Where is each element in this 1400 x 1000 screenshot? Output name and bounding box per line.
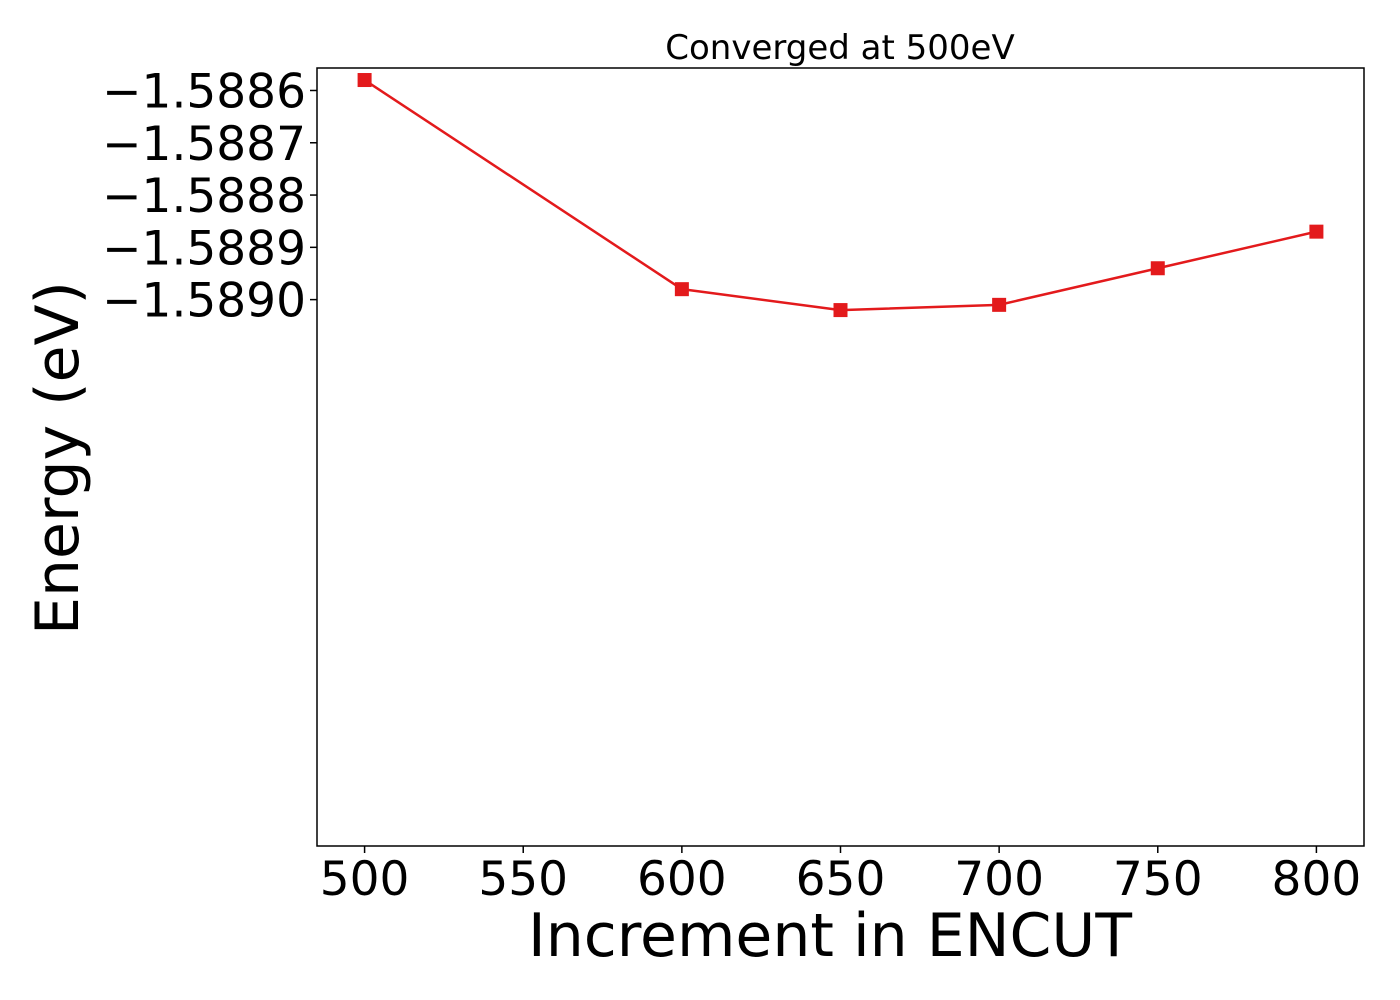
data-point-marker — [1150, 261, 1165, 276]
axis-ticks: 500 550 600 650 700 750 800−1.5886−1.5887−1.58… — [102, 64, 1361, 907]
data-point-marker — [833, 303, 848, 318]
x-tick-label: 550 — [478, 852, 568, 907]
y-tick-label: −1.5888 — [102, 169, 306, 224]
data-point-marker — [1309, 224, 1324, 239]
chart-title: Converged at 500eV — [665, 28, 1014, 68]
x-axis-title: Increment in ENCUT — [528, 901, 1132, 971]
y-axis-title: Energy (eV) — [23, 281, 93, 635]
data-point-marker — [357, 73, 372, 88]
data-point-marker — [674, 282, 689, 297]
series-line — [363, 78, 1317, 312]
x-tick-label: 600 — [637, 852, 727, 907]
x-tick-label: 800 — [1272, 852, 1362, 907]
y-tick-label: −1.5887 — [102, 117, 306, 172]
x-tick-label: 700 — [954, 852, 1044, 907]
y-tick-label: −1.5886 — [102, 64, 306, 119]
x-tick-label: 650 — [796, 852, 886, 907]
data-point-marker — [992, 297, 1007, 312]
x-tick-label: 500 — [320, 852, 410, 907]
y-tick-label: −1.5889 — [102, 221, 306, 276]
y-tick-label: −1.5890 — [102, 274, 306, 329]
plot-area-frame — [316, 67, 1365, 847]
x-tick-label: 750 — [1113, 852, 1203, 907]
data-series — [357, 73, 1324, 318]
